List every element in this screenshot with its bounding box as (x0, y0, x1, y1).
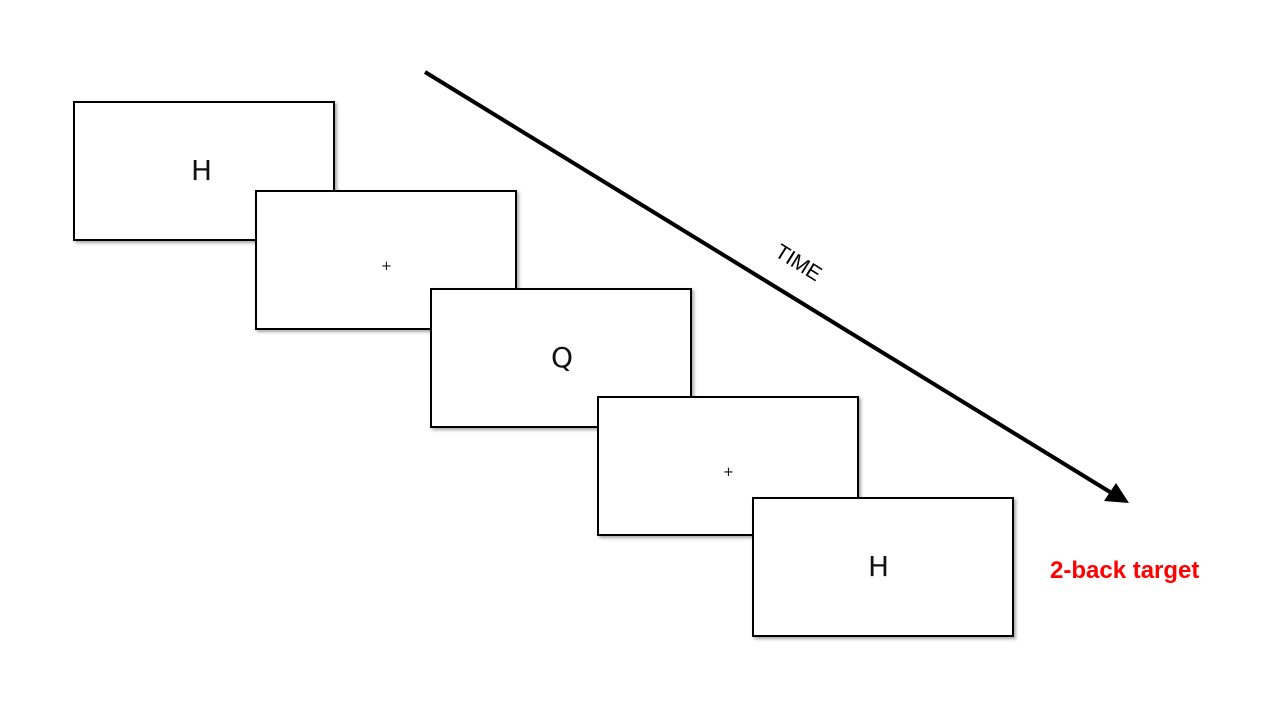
time-label: TIME (770, 240, 826, 287)
stimulus-letter: H (191, 154, 213, 187)
stimulus-frame-5: H (752, 497, 1014, 637)
two-back-target-label: 2-back target (1050, 557, 1200, 584)
fixation-cross: + (381, 259, 392, 274)
fixation-cross: + (723, 465, 734, 480)
stimulus-letter: Q (551, 341, 574, 374)
stimulus-letter: H (868, 550, 890, 583)
time-arrow-head (1104, 483, 1129, 503)
